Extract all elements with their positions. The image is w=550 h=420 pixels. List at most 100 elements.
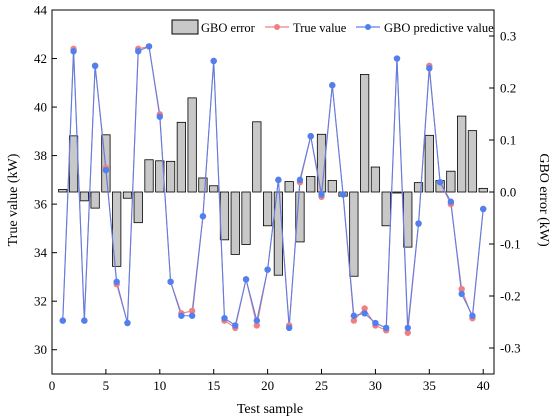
error-bar [122, 191, 133, 199]
predictive-value-point [242, 276, 250, 283]
predictive-value-point [372, 319, 379, 327]
predictive-value-point [350, 312, 358, 319]
x-tick-label: 10 [153, 378, 166, 393]
legend-true-marker [274, 24, 280, 30]
predictive-value-line [62, 45, 484, 329]
error-bar [79, 191, 89, 202]
y-right-tick-label: -0.3 [500, 341, 521, 356]
error-bar [263, 191, 273, 227]
predictive-value-point [318, 191, 325, 198]
predictive-value-point [102, 166, 110, 174]
true-value-point [361, 305, 368, 312]
error-bar [370, 166, 381, 193]
predictive-value-point [383, 324, 390, 332]
series-lines [62, 45, 484, 333]
error-bar [230, 191, 240, 255]
y-left-tick-label: 40 [34, 100, 47, 115]
error-bar [144, 159, 154, 193]
predictive-value-point [124, 319, 131, 327]
predictive-value-point [436, 179, 444, 186]
error-bar [413, 182, 424, 193]
predictive-value-point [59, 317, 66, 324]
predictive-value-point [329, 82, 336, 89]
error-bar [133, 191, 143, 224]
predictive-value-point [178, 312, 185, 319]
error-bar [219, 191, 230, 241]
y-right-tick-label: 0.2 [500, 81, 516, 96]
legend-pred-marker [365, 24, 371, 30]
error-bars [58, 74, 488, 277]
predictive-value-point [145, 43, 153, 50]
predictive-value-point [361, 310, 368, 317]
error-bar [209, 185, 219, 193]
predictive-value-point [285, 324, 293, 332]
error-bar [198, 177, 208, 193]
axes: 0 5 10 15 20 25 30 35 40 30 32 34 36 38 40 42 44 -0.3 -0.2… [34, 3, 521, 394]
predictive-value-point [296, 176, 304, 184]
y-left-tick-label: 32 [34, 294, 47, 309]
error-bar [446, 170, 456, 193]
legend-bar-swatch [171, 19, 199, 35]
predictive-value-point [156, 113, 163, 120]
error-bar [306, 175, 316, 193]
predictive-value-point [188, 312, 196, 319]
error-bar [424, 134, 434, 193]
x-tick-label: 25 [315, 378, 328, 393]
error-bar [403, 191, 413, 248]
y-left-tick-label: 36 [34, 197, 48, 212]
predictive-value-point [426, 65, 433, 72]
y-axis-left-title: True value (kW) [6, 153, 21, 246]
predictive-value-point [199, 213, 207, 220]
error-bar [68, 135, 79, 193]
error-bar [252, 121, 262, 193]
predictive-value-point [275, 176, 282, 184]
true-value-point [253, 322, 261, 329]
true-value-point [350, 317, 358, 324]
error-bar [467, 130, 478, 193]
error-bar [478, 187, 488, 193]
true-value-point [404, 329, 411, 336]
legend-true-label: True value [293, 21, 347, 35]
x-tick-label: 40 [477, 378, 490, 393]
x-tick-label: 0 [49, 378, 56, 393]
legend-error-label: GBO error [201, 21, 256, 35]
predictive-value-point [210, 57, 217, 65]
error-bar [284, 181, 294, 193]
y-right-tick-label: -0.2 [500, 289, 521, 304]
x-tick-label: 15 [207, 378, 220, 393]
y-right-tick-label: 0.0 [500, 185, 516, 200]
predictive-value-point [458, 290, 465, 298]
error-bar [241, 191, 251, 245]
series-points [59, 43, 487, 336]
predictive-value-point [264, 266, 271, 273]
error-bar [58, 188, 68, 193]
error-bar [349, 191, 359, 277]
predictive-value-point [339, 191, 347, 198]
predictive-value-point [447, 198, 455, 205]
error-bar [112, 191, 122, 267]
y-left-tick-label: 34 [34, 245, 48, 260]
error-bar [381, 191, 391, 227]
predictive-value-point [135, 48, 142, 55]
y-left-tick-label: 42 [34, 51, 47, 66]
legend: GBO error True value GBO predictive valu… [171, 19, 494, 35]
predictive-value-point [91, 62, 99, 70]
x-tick-label: 30 [369, 378, 382, 393]
true-value-point [458, 285, 465, 293]
predictive-value-point [480, 205, 487, 213]
error-bar [176, 121, 186, 193]
y-left-tick-label: 38 [34, 148, 47, 163]
error-bar [90, 191, 100, 209]
predictive-value-point [81, 317, 88, 324]
error-bar [165, 160, 176, 193]
y-axis-right-title: GBO error (kW) [536, 153, 550, 247]
x-tick-label: 20 [261, 378, 274, 393]
predictive-value-point [253, 317, 261, 324]
error-bar [295, 191, 305, 243]
error-bar [360, 74, 370, 193]
y-right-tick-label: 0.1 [500, 133, 516, 148]
error-bar [392, 191, 402, 194]
predictive-value-point [415, 220, 422, 227]
legend-pred-label: GBO predictive value [384, 21, 494, 35]
